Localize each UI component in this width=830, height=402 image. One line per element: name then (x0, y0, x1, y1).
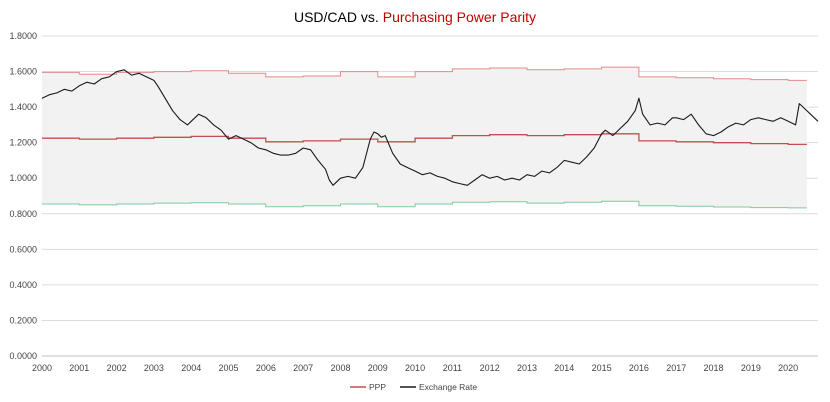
x-tick-label: 2002 (107, 363, 127, 373)
x-tick-label: 2013 (517, 363, 537, 373)
y-tick-label: 0.8000 (9, 209, 37, 219)
chart-title-part2: Purchasing Power Parity (383, 9, 536, 25)
y-tick-label: 0.0000 (9, 351, 37, 361)
x-tick-label: 2011 (443, 363, 462, 373)
x-tick-label: 2004 (181, 363, 201, 373)
series-lines (41, 66, 819, 209)
y-tick-label: 0.4000 (9, 280, 37, 290)
x-tick-label: 2014 (554, 363, 574, 373)
x-axis-ticks: 2000 2001 2002 2003 2004 2005 2006 2007 2008 2009… (32, 363, 798, 373)
x-tick-label: 2012 (480, 363, 500, 373)
x-tick-label: 2008 (330, 363, 350, 373)
legend-label: PPP (369, 382, 386, 392)
x-tick-label: 2001 (69, 363, 89, 373)
y-tick-label: 1.4000 (9, 102, 37, 112)
y-tick-label: 1.0000 (9, 173, 37, 183)
ppp-upper-line (42, 66, 807, 81)
x-tick-label: 2016 (629, 363, 649, 373)
y-axis-ticks: 0.0000 0.2000 0.4000 0.6000 0.8000 1.0000 1.20… (9, 31, 37, 361)
x-tick-label: 2015 (592, 363, 612, 373)
x-tick-label: 2019 (741, 363, 761, 373)
y-tick-label: 1.2000 (9, 138, 37, 148)
chart-title-part1: USD/CAD vs. (294, 9, 379, 25)
x-tick-label: 2009 (368, 363, 388, 373)
x-tick-label: 2003 (144, 363, 164, 373)
legend: PPP Exchange Rate (350, 382, 477, 392)
y-tick-label: 1.8000 (9, 31, 37, 41)
ppp-band-area (42, 67, 807, 208)
x-tick-label: 2010 (405, 363, 425, 373)
exchange-rate-line (41, 69, 819, 186)
y-tick-label: 0.2000 (9, 315, 37, 325)
x-tick-label: 2007 (293, 363, 313, 373)
legend-label: Exchange Rate (419, 382, 477, 392)
x-tick-label: 2000 (32, 363, 52, 373)
ppp-lower-line (42, 200, 807, 209)
y-tick-label: 0.6000 (9, 244, 37, 254)
x-tick-label: 2006 (256, 363, 276, 373)
x-tick-label: 2018 (704, 363, 724, 373)
ppp-line (42, 133, 807, 146)
x-tick-label: 2020 (778, 363, 798, 373)
x-tick-label: 2017 (666, 363, 686, 373)
x-tick-label: 2005 (219, 363, 239, 373)
ppp-band (42, 67, 807, 208)
y-tick-label: 1.6000 (9, 67, 37, 77)
